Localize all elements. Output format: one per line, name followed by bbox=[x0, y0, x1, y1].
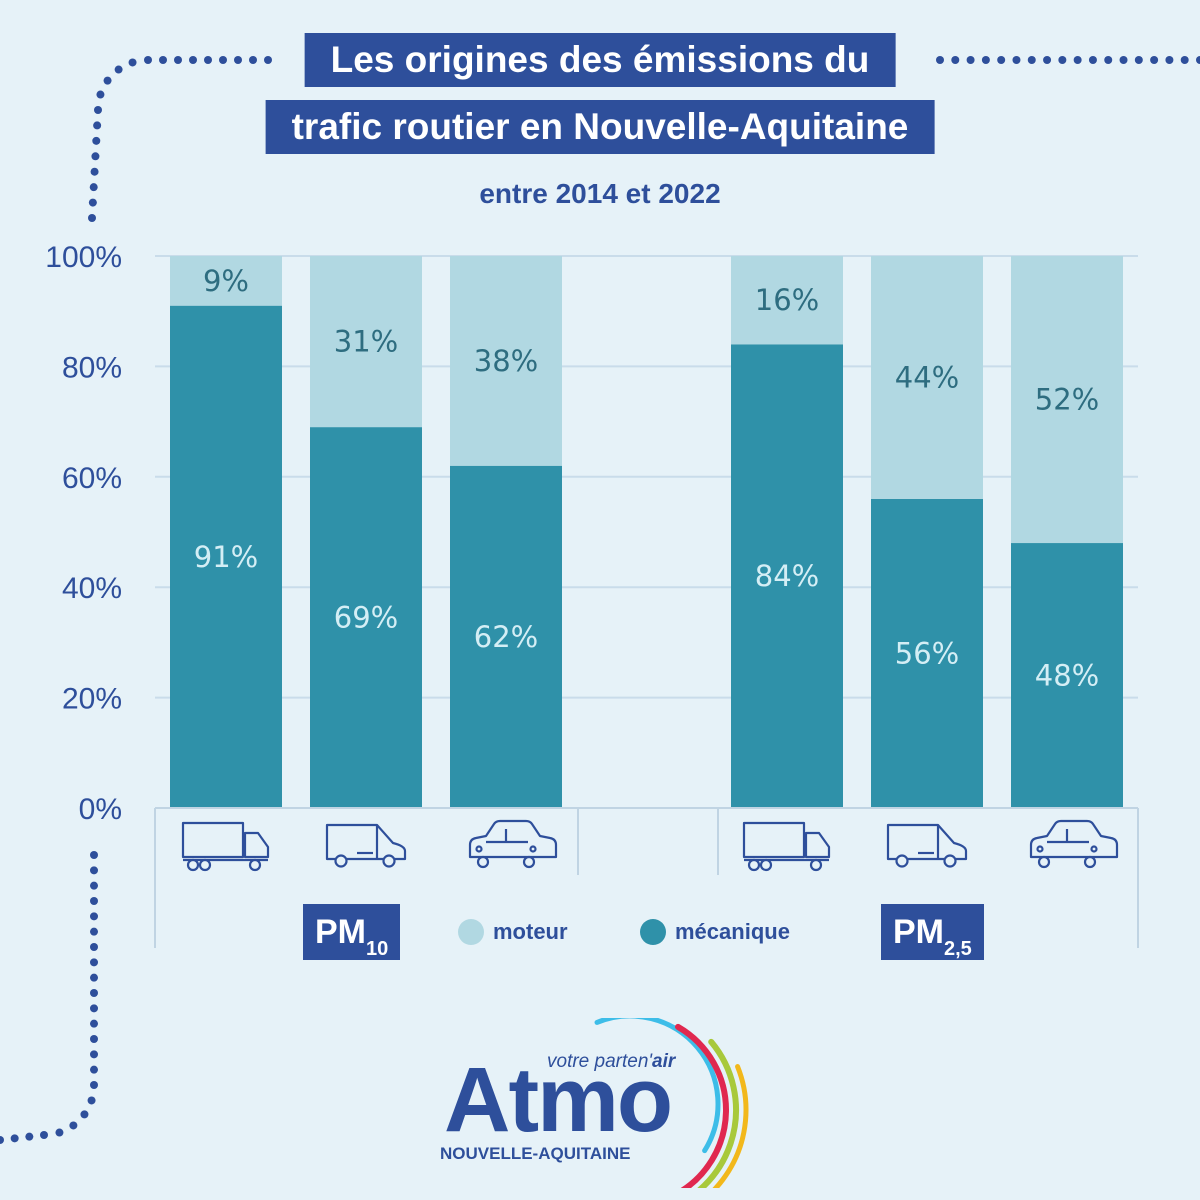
data-label-mecanique: 56% bbox=[895, 636, 959, 670]
data-label-moteur: 9% bbox=[203, 264, 249, 298]
stacked-bar-chart: 91% 9% 69% 31% 62% 38% 84% 16% 56% 44% 48% 52% 0% 20… bbox=[45, 241, 1139, 948]
data-label-mecanique: 48% bbox=[1035, 659, 1099, 693]
y-tick-label: 100% bbox=[45, 241, 122, 274]
logo-wordmark: Atmo bbox=[444, 1049, 673, 1151]
logo-tagline-prefix: votre parten' bbox=[547, 1051, 653, 1072]
bar-mecanique bbox=[1011, 543, 1123, 808]
chart-title-line-1: Les origines des émissions du bbox=[304, 33, 896, 87]
logo-arc-green bbox=[697, 1038, 739, 1188]
data-label-mecanique: 62% bbox=[474, 620, 538, 654]
chart-subtitle: entre 2014 et 2022 bbox=[479, 178, 721, 209]
legend-mecanique: mécanique bbox=[640, 917, 790, 947]
pm25-subscript: 2,5 bbox=[944, 938, 972, 960]
legend-moteur: moteur bbox=[458, 917, 568, 947]
data-label-moteur: 16% bbox=[755, 283, 819, 317]
logo-tagline-suffix: air bbox=[652, 1051, 676, 1072]
bar-mecanique bbox=[871, 498, 983, 808]
logo-region: NOUVELLE-AQUITAINE bbox=[440, 1144, 631, 1163]
legend-swatch-mecanique bbox=[640, 919, 666, 945]
car-icon bbox=[468, 819, 558, 869]
bar-mecanique bbox=[450, 465, 562, 808]
pm10-subscript: 10 bbox=[366, 938, 389, 960]
pm10-badge: PM10 bbox=[303, 904, 401, 960]
bar-mecanique bbox=[731, 344, 843, 808]
bar-moteur bbox=[170, 256, 282, 306]
y-tick-label: 80% bbox=[62, 351, 122, 384]
bar-moteur bbox=[310, 256, 422, 428]
y-tick-label: 20% bbox=[62, 683, 122, 716]
data-label-moteur: 44% bbox=[895, 360, 959, 394]
data-label-mecanique: 84% bbox=[755, 559, 819, 593]
pm25-badge: PM2,5 bbox=[881, 904, 984, 960]
data-label-mecanique: 69% bbox=[334, 601, 398, 635]
data-label-moteur: 38% bbox=[474, 344, 538, 378]
y-tick-label: 60% bbox=[62, 462, 122, 495]
logo-tagline: votre parten'air bbox=[547, 1051, 675, 1073]
bar-moteur bbox=[1011, 256, 1123, 544]
data-label-mecanique: 91% bbox=[194, 540, 258, 574]
data-label-moteur: 52% bbox=[1035, 383, 1099, 417]
truck-icon bbox=[181, 821, 270, 872]
logo-arc-blue bbox=[594, 1018, 721, 1154]
y-tick-label: 0% bbox=[79, 793, 122, 826]
bar-moteur bbox=[450, 256, 562, 466]
bar-mecanique bbox=[310, 427, 422, 808]
legend-label-moteur: moteur bbox=[493, 919, 568, 944]
truck-icon bbox=[742, 821, 831, 872]
logo-arcs bbox=[594, 1018, 749, 1188]
pm10-label: PM bbox=[315, 913, 366, 951]
atmo-logo: votre parten'air Atmo NOUVELLE-AQUITAINE bbox=[430, 1018, 770, 1188]
van-icon bbox=[325, 823, 407, 868]
legend-swatch-moteur bbox=[458, 919, 484, 945]
logo-arc-red bbox=[675, 1023, 729, 1188]
bar-moteur bbox=[871, 256, 983, 499]
legend-label-mecanique: mécanique bbox=[675, 919, 790, 944]
chart-title-line-2: trafic routier en Nouvelle-Aquitaine bbox=[265, 100, 935, 154]
logo-arc-yellow bbox=[712, 1064, 749, 1188]
pm25-label: PM bbox=[893, 913, 944, 951]
data-label-moteur: 31% bbox=[334, 325, 398, 359]
bar-mecanique bbox=[170, 305, 282, 808]
car-icon bbox=[1029, 819, 1119, 869]
van-icon bbox=[886, 823, 968, 868]
y-tick-label: 40% bbox=[62, 572, 122, 605]
bar-moteur bbox=[731, 256, 843, 345]
